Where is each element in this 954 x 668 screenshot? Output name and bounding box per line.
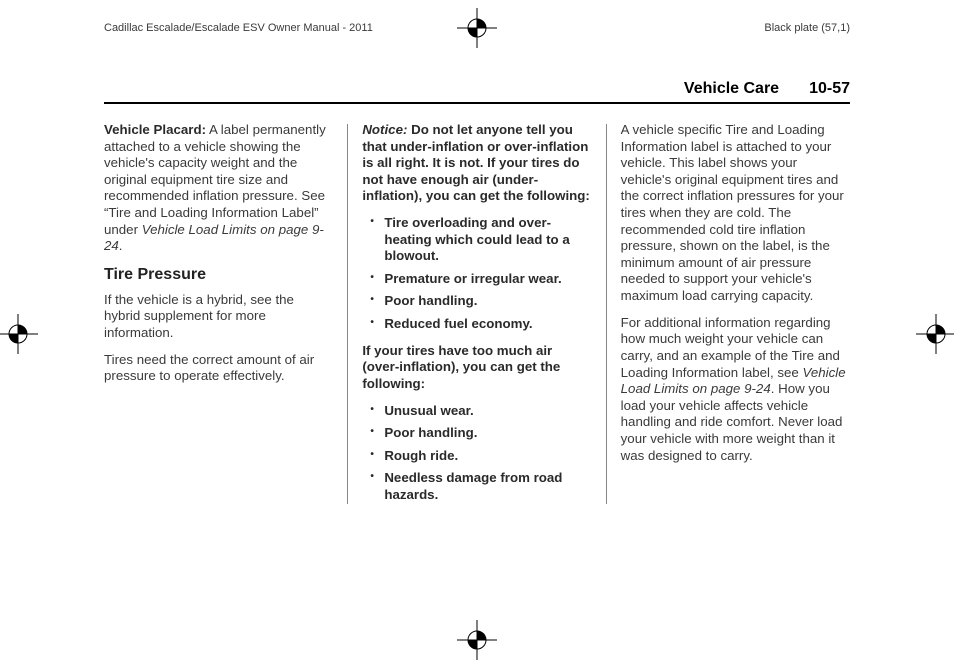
tire-pressure-heading: Tire Pressure	[104, 265, 333, 285]
list-item: Premature or irregular wear.	[384, 271, 591, 288]
list-item: Needless damage from road hazards.	[384, 470, 591, 503]
notice-label: Notice:	[362, 122, 407, 137]
tires-need-para: Tires need the correct amount of air pre…	[104, 352, 333, 385]
list-item: Poor handling.	[384, 425, 591, 442]
print-header: Cadillac Escalade/Escalade ESV Owner Man…	[104, 22, 850, 34]
plate-label: Black plate (57,1)	[764, 22, 850, 34]
body-columns: Vehicle Placard: A label permanently att…	[104, 122, 850, 514]
label-info-para: A vehicle specific Tire and Loading Info…	[621, 122, 850, 305]
registration-mark-left	[0, 314, 38, 354]
section-title: Vehicle Care	[684, 80, 779, 98]
column-separator-2	[606, 124, 607, 504]
placard-term: Vehicle Placard:	[104, 122, 206, 137]
placard-body: A label permanently attached to a vehicl…	[104, 122, 326, 237]
list-item: Poor handling.	[384, 293, 591, 310]
manual-title: Cadillac Escalade/Escalade ESV Owner Man…	[104, 22, 373, 34]
list-item: Unusual wear.	[384, 403, 591, 420]
column-separator-1	[347, 124, 348, 504]
over-inflation-list: Unusual wear. Poor handling. Rough ride.…	[362, 403, 591, 504]
list-item: Rough ride.	[384, 448, 591, 465]
under-inflation-list: Tire overloading and over-heating which …	[362, 215, 591, 333]
vehicle-placard-para: Vehicle Placard: A label permanently att…	[104, 122, 333, 255]
section-header: Vehicle Care 10-57	[104, 80, 850, 104]
page-number: 10-57	[809, 80, 850, 98]
notice-para: Notice: Do not let anyone tell you that …	[362, 122, 591, 205]
list-item: Reduced fuel economy.	[384, 316, 591, 333]
page-content: Vehicle Care 10-57 Vehicle Placard: A la…	[104, 80, 850, 608]
registration-mark-bottom	[457, 620, 497, 660]
registration-mark-right	[916, 314, 954, 354]
list-item: Tire overloading and over-heating which …	[384, 215, 591, 265]
hybrid-note: If the vehicle is a hybrid, see the hybr…	[104, 292, 333, 342]
placard-period: .	[119, 238, 123, 253]
column-2: Notice: Do not let anyone tell you that …	[362, 122, 591, 514]
additional-info-para: For additional information regarding how…	[621, 315, 850, 464]
column-1: Vehicle Placard: A label permanently att…	[104, 122, 333, 514]
over-inflation-intro: If your tires have too much air (over-in…	[362, 343, 591, 393]
column-3: A vehicle specific Tire and Loading Info…	[621, 122, 850, 514]
